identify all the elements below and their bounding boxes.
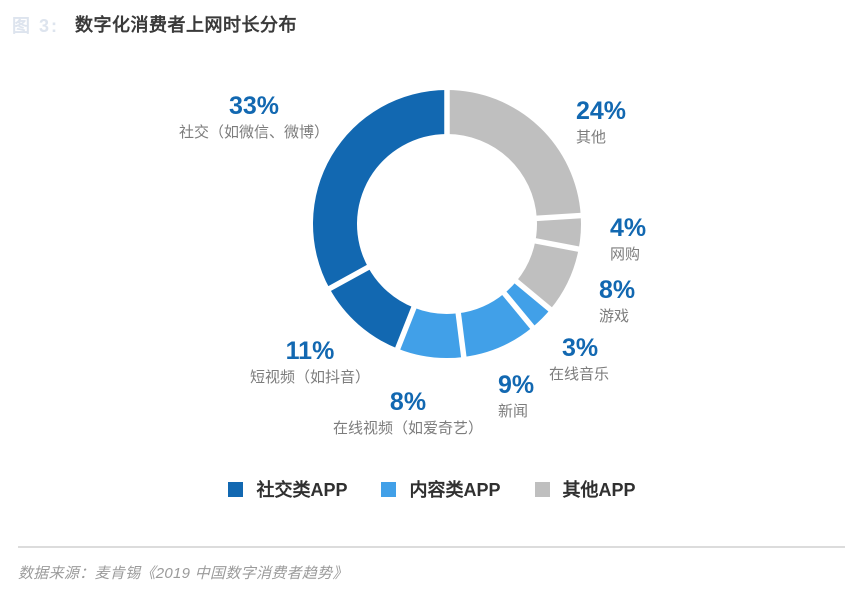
segment-category: 在线视频（如爱奇艺） bbox=[332, 420, 483, 437]
segment-pct: 3% bbox=[562, 334, 599, 362]
legend-item-content: 内容类APP bbox=[381, 476, 501, 502]
segment-category: 其他 bbox=[576, 129, 607, 146]
segment-gap bbox=[454, 307, 467, 361]
segment-label-online-video: 8% 在线视频（如爱奇艺） bbox=[328, 388, 488, 439]
segment-gap bbox=[531, 212, 584, 222]
segment-category: 社交（如微信、微博） bbox=[178, 124, 329, 141]
segment-category: 新闻 bbox=[498, 403, 529, 420]
segment-category: 在线音乐 bbox=[549, 366, 610, 383]
donut-segment-7 bbox=[313, 90, 447, 289]
legend-label: 内容类APP bbox=[409, 480, 501, 500]
segment-label-shopping: 4% 网购 bbox=[610, 214, 646, 265]
chart-title: 数字化消费者上网时长分布 bbox=[75, 15, 297, 35]
segment-label-music: 3% 在线音乐 bbox=[549, 334, 609, 385]
segment-pct: 24% bbox=[576, 97, 627, 125]
segment-pct: 8% bbox=[599, 276, 636, 304]
segment-pct: 33% bbox=[228, 92, 280, 120]
footer-divider bbox=[18, 546, 845, 548]
legend-swatch-icon bbox=[534, 481, 550, 497]
segment-gap bbox=[394, 302, 419, 353]
segment-gap bbox=[325, 262, 374, 293]
segment-pct: 9% bbox=[498, 371, 535, 399]
donut-segment-5 bbox=[397, 307, 464, 358]
figure-number-watermark: 图 3: bbox=[12, 16, 60, 36]
data-source-note: 数据来源：麦肯锡《2019 中国数字消费者趋势》 bbox=[18, 565, 348, 582]
segment-pct: 11% bbox=[285, 337, 335, 365]
legend-item-social: 社交类APP bbox=[228, 476, 347, 502]
segment-category: 游戏 bbox=[599, 308, 630, 325]
donut-chart bbox=[313, 87, 584, 361]
donut-segment-0 bbox=[447, 90, 581, 219]
legend-swatch-icon bbox=[381, 481, 397, 497]
segment-gap bbox=[529, 237, 583, 253]
donut-segment-3 bbox=[504, 281, 551, 328]
segment-label-social: 33% 社交（如微信、微博） bbox=[164, 92, 344, 143]
segment-pct: 8% bbox=[389, 388, 427, 416]
segment-gap bbox=[510, 276, 555, 314]
legend-label: 社交类APP bbox=[256, 480, 348, 500]
segment-label-other: 24% 其他 bbox=[576, 97, 626, 148]
donut-segment-4 bbox=[458, 293, 533, 357]
segment-label-games: 8% 游戏 bbox=[599, 276, 635, 327]
segment-label-short-video: 11% 短视频（如抖音） bbox=[230, 337, 390, 388]
legend-swatch-icon bbox=[228, 481, 244, 497]
segment-category: 网购 bbox=[610, 246, 641, 263]
chart-legend: 社交类APP 内容类APP 其他APP bbox=[0, 476, 864, 502]
segment-category: 短视频（如抖音） bbox=[249, 369, 370, 386]
segment-pct: 4% bbox=[610, 214, 647, 242]
legend-label: 其他APP bbox=[562, 480, 636, 500]
legend-item-other: 其他APP bbox=[534, 476, 636, 502]
donut-segment-6 bbox=[329, 267, 414, 349]
segment-gap bbox=[499, 287, 537, 332]
segment-label-news: 9% 新闻 bbox=[498, 371, 534, 422]
